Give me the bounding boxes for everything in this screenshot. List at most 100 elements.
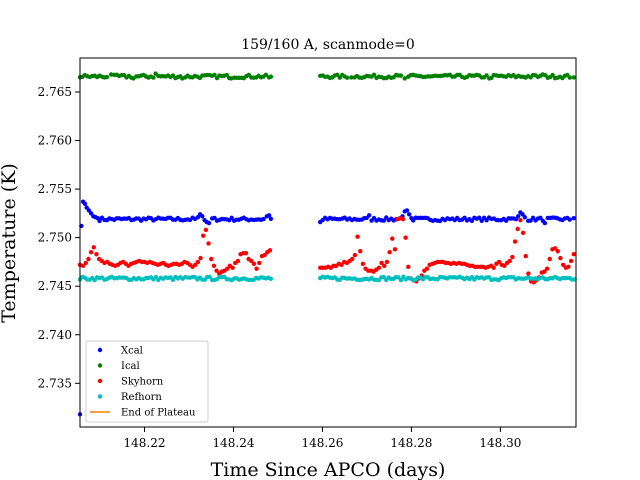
skyhorn-point	[243, 250, 249, 256]
skyhorn-point	[214, 268, 219, 273]
y-tick-label: 2.765	[38, 85, 72, 99]
skyhorn-point	[387, 250, 392, 255]
ical-point	[402, 76, 407, 81]
ical-point	[344, 75, 350, 80]
xcal-point	[469, 218, 475, 224]
xcal-point	[538, 215, 543, 221]
skyhorn-point	[88, 250, 94, 255]
skyhorn-point	[507, 258, 512, 264]
skyhorn-point	[424, 266, 430, 271]
x-tick-label: 148.30	[479, 436, 521, 450]
skyhorn-point	[257, 260, 262, 266]
skyhorn-point	[195, 259, 201, 265]
y-tick-label: 2.755	[38, 182, 72, 196]
xcal-point	[364, 215, 369, 221]
y-tick-label: 2.745	[38, 279, 72, 293]
skyhorn-point	[542, 269, 547, 274]
ical-point	[178, 74, 183, 79]
ical-point	[349, 75, 354, 80]
legend-xcal-marker	[97, 347, 103, 353]
legend-box	[85, 340, 209, 423]
skyhorn-point	[225, 266, 230, 271]
plot-frame	[79, 57, 577, 428]
skyhorn-point	[555, 249, 560, 254]
skyhorn-point	[568, 258, 574, 264]
skyhorn-point	[400, 216, 406, 222]
ical-point	[104, 74, 110, 80]
skyhorn-point	[355, 234, 360, 239]
skyhorn-point	[83, 260, 88, 266]
skyhorn-point	[392, 247, 398, 252]
y-axis: 2.735 2.740 2.745 2.750 2.755 2.760 2.765	[38, 85, 80, 390]
y-tick-label: 2.740	[38, 328, 72, 342]
ical-point	[567, 75, 572, 80]
skyhorn-point	[571, 251, 576, 257]
skyhorn-point	[382, 263, 387, 269]
ical-point	[212, 72, 217, 78]
ical-point	[371, 72, 377, 77]
ical-point	[571, 75, 576, 80]
legend: Xcal Ical Skyhorn Refhorn End of Plateau	[85, 340, 209, 423]
xcal-point	[513, 217, 519, 222]
skyhorn-point	[249, 258, 254, 264]
xcal-point	[479, 218, 484, 224]
skyhorn-point	[352, 252, 358, 258]
skyhorn-point	[251, 261, 257, 267]
xcal-point	[261, 216, 266, 222]
skyhorn-point	[193, 262, 198, 268]
xcal-point	[477, 215, 482, 220]
ical-point	[538, 73, 543, 79]
x-tick-label: 148.26	[301, 436, 343, 450]
legend-skyhorn-marker	[97, 378, 103, 384]
skyhorn-point	[512, 239, 518, 244]
xcal-point	[266, 213, 272, 218]
x-tick-label: 148.22	[124, 436, 166, 450]
legend-refhorn-label: Refhorn	[121, 392, 162, 403]
ical-point	[129, 75, 134, 80]
skyhorn-point	[358, 249, 363, 254]
xcal-point	[192, 216, 198, 222]
skyhorn-point	[502, 263, 507, 269]
skyhorn-point	[523, 253, 528, 259]
skyhorn-point	[496, 259, 502, 265]
xcal-point	[268, 216, 274, 222]
ical-point	[224, 72, 229, 78]
x-tick-label: 148.24	[212, 436, 254, 450]
skyhorn-point	[339, 262, 344, 268]
skyhorn-point	[515, 226, 520, 232]
skyhorn-point	[566, 264, 571, 269]
skyhorn-point	[491, 265, 496, 270]
skyhorn-point	[376, 265, 382, 270]
skyhorn-point	[203, 227, 209, 233]
skyhorn-point	[350, 256, 355, 262]
skyhorn-point	[86, 256, 91, 262]
skyhorn-point	[547, 256, 552, 262]
xcal-point	[97, 218, 102, 224]
xcal-point	[522, 215, 528, 220]
skyhorn-point	[379, 260, 384, 266]
legend-end-of-plateau-label: End of Plateau	[121, 408, 196, 419]
skyhorn-point	[211, 263, 217, 269]
xcal-point	[206, 220, 212, 226]
skyhorn-point	[254, 266, 259, 271]
skyhorn-point	[390, 236, 395, 241]
ical-point	[227, 75, 232, 81]
skyhorn-point	[209, 256, 214, 262]
skyhorn-point	[558, 255, 563, 261]
skyhorn-point	[230, 265, 235, 270]
legend-skyhorn-label: Skyhorn	[121, 377, 164, 388]
chart-title: 159/160 A, scanmode=0	[241, 37, 415, 53]
skyhorn-point	[94, 251, 99, 257]
skyhorn-point	[510, 254, 515, 260]
plot-area	[77, 71, 577, 417]
legend-xcal-label: Xcal	[121, 346, 143, 357]
xcal-point	[540, 218, 546, 223]
xcal-point	[82, 201, 88, 206]
ical-point	[550, 72, 555, 78]
skyhorn-point	[552, 246, 558, 251]
legend-ical-label: Ical	[121, 361, 140, 372]
ical-point	[151, 75, 156, 80]
y-tick-label: 2.750	[38, 231, 72, 245]
y-tick-label: 2.735	[38, 376, 72, 390]
ical-point	[268, 74, 274, 79]
